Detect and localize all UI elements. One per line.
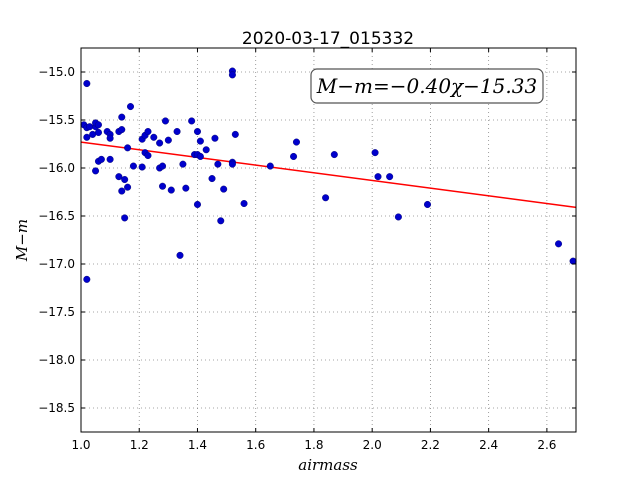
data-point (386, 173, 394, 181)
data-point (118, 113, 126, 121)
data-point (214, 160, 222, 168)
y-tick-label: −18.5 (38, 401, 75, 415)
x-tick-label: 2.6 (537, 438, 556, 452)
annotation-box (310, 68, 544, 104)
data-point (156, 139, 164, 147)
data-point (106, 155, 114, 163)
data-point (220, 185, 228, 193)
data-point (374, 173, 382, 181)
data-point (97, 155, 105, 163)
data-point (330, 151, 338, 159)
y-tick-label: −16.0 (38, 161, 75, 175)
fit-equation: M−m=−0.40χ−15.33 (316, 74, 537, 98)
data-point (159, 182, 167, 190)
data-point (164, 136, 172, 144)
y-tick-label: −18.0 (38, 353, 75, 367)
data-point (124, 144, 132, 152)
data-point (89, 130, 97, 138)
fit-line-layer (80, 141, 577, 209)
data-point (569, 257, 577, 265)
data-point (92, 167, 100, 175)
plot-area (80, 47, 577, 433)
data-point (86, 123, 94, 131)
data-point (179, 160, 187, 168)
data-point (322, 194, 330, 202)
data-point (173, 128, 181, 136)
x-tick-label: 1.8 (304, 438, 323, 452)
x-axis-label: airmass (298, 456, 358, 474)
x-tick-label: 1.4 (188, 438, 207, 452)
data-point (240, 200, 248, 208)
data-point (196, 137, 204, 145)
data-point (138, 163, 146, 171)
data-point (231, 130, 239, 138)
data-point (188, 117, 196, 125)
grid-lines (80, 48, 576, 432)
fit-equation-box: M−m=−0.40χ−15.33 (310, 68, 544, 104)
data-point (193, 128, 201, 136)
data-point (424, 200, 432, 208)
data-point (292, 138, 300, 146)
axis-ticks (80, 48, 576, 432)
data-point (266, 162, 274, 170)
fit-line (80, 141, 577, 209)
data-point (106, 134, 114, 142)
data-point (121, 176, 129, 184)
chart-title: 2020-03-17_015332 (242, 29, 414, 49)
y-tick-label: −16.5 (38, 209, 75, 223)
data-point (159, 162, 167, 170)
y-tick-label: −17.0 (38, 257, 75, 271)
y-axis: −15.0 −15.5 −16.0 −16.5 −17.0 −17.5 −18.0 −18.5… (13, 65, 75, 415)
x-axis: 1.0 1.2 1.4 1.6 1.8 2.0 2.2 2.4 2.6 airmass (71, 438, 556, 474)
data-point (118, 126, 126, 134)
plot-background (81, 48, 576, 432)
data-point (196, 152, 204, 160)
data-point (167, 186, 175, 194)
x-tick-label: 2.0 (363, 438, 382, 452)
x-tick-label: 2.4 (479, 438, 498, 452)
data-point (394, 213, 402, 221)
data-point (150, 133, 158, 141)
data-point (144, 152, 152, 160)
data-point (83, 275, 91, 283)
x-tick-label: 1.2 (130, 438, 149, 452)
data-point (208, 175, 216, 183)
data-points (80, 67, 577, 283)
data-point (129, 162, 137, 170)
data-point (121, 214, 129, 222)
data-point (228, 160, 236, 168)
data-point (555, 240, 563, 248)
data-point (144, 128, 152, 136)
x-tick-labels: 1.0 1.2 1.4 1.6 1.8 2.0 2.2 2.4 2.6 (71, 438, 556, 452)
plot-frame (80, 47, 577, 433)
data-point (161, 117, 169, 125)
data-point (94, 121, 102, 129)
data-point (94, 128, 102, 136)
y-tick-label: −15.5 (38, 113, 75, 127)
y-axis-label: M−m (13, 219, 31, 262)
data-point (371, 149, 379, 157)
data-point (176, 251, 184, 259)
data-point (126, 103, 134, 111)
data-point (115, 173, 123, 181)
y-tick-labels: −15.0 −15.5 −16.0 −16.5 −17.0 −17.5 −18.0 −18.5 (38, 65, 75, 415)
data-point (83, 133, 91, 141)
data-point (124, 183, 132, 191)
data-point (228, 71, 236, 79)
x-tick-label: 2.2 (421, 438, 440, 452)
data-point (83, 80, 91, 88)
x-tick-label: 1.6 (246, 438, 265, 452)
y-tick-label: −15.0 (38, 65, 75, 79)
data-point (182, 184, 190, 192)
data-point (217, 217, 225, 225)
data-point (118, 187, 126, 195)
data-point (202, 146, 210, 154)
data-point (290, 152, 298, 160)
y-tick-label: −17.5 (38, 305, 75, 319)
data-point (211, 134, 219, 142)
x-tick-label: 1.0 (71, 438, 90, 452)
data-point (193, 200, 201, 208)
